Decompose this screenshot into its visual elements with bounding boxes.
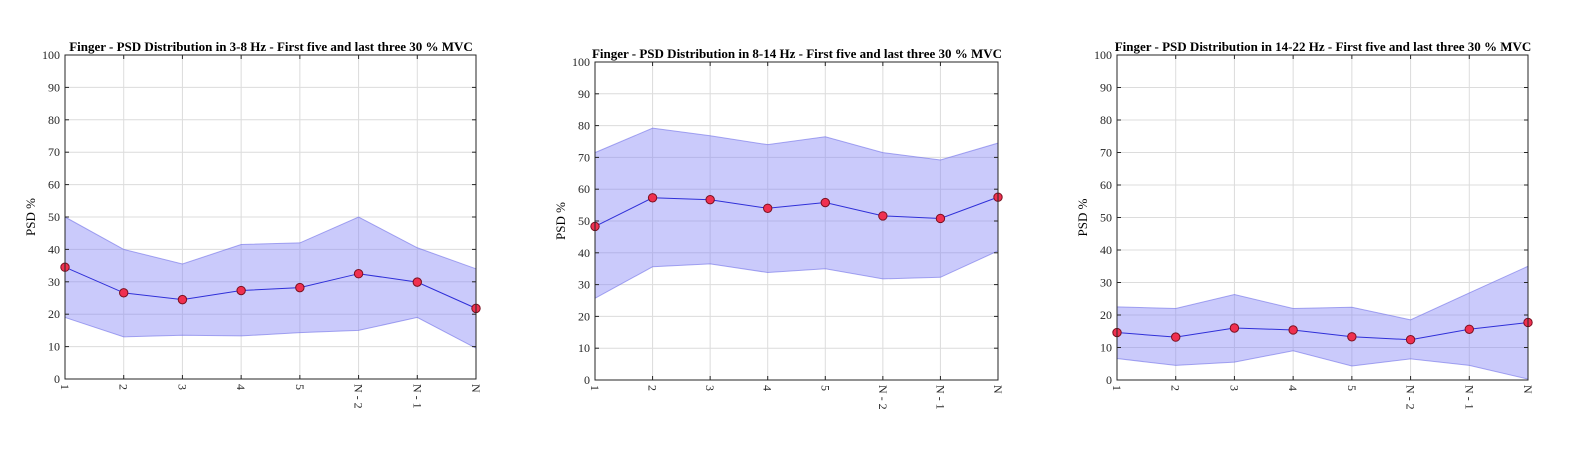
x-tick-label: 4 [234, 384, 248, 390]
y-tick-label: 0 [1106, 373, 1112, 387]
x-tick-label: N - 2 [352, 384, 366, 409]
y-tick-label: 70 [1100, 146, 1112, 160]
data-point [1464, 324, 1474, 334]
y-tick-label: 10 [1100, 341, 1112, 355]
y-axis-label: PSD % [553, 202, 568, 240]
x-tick-label: 5 [818, 385, 832, 391]
data-point [119, 288, 129, 298]
y-tick-label: 60 [1100, 178, 1112, 192]
y-tick-label: 100 [572, 55, 590, 69]
x-tick-label: 2 [646, 385, 660, 391]
y-tick-label: 100 [42, 48, 60, 62]
mean-line [594, 196, 999, 227]
y-tick-label: 90 [48, 80, 60, 94]
y-tick-label: 80 [1100, 113, 1112, 127]
x-tick-label: 2 [1169, 385, 1183, 391]
y-tick-label: 60 [48, 178, 60, 192]
x-tick-label: 2 [117, 384, 131, 390]
y-tick-label: 30 [1100, 276, 1112, 290]
y-tick-label: 10 [48, 340, 60, 354]
x-tick-label: N [991, 385, 1005, 394]
data-point [1347, 332, 1357, 342]
mean-line [1116, 321, 1529, 341]
x-tick-label: 5 [293, 384, 307, 390]
x-tick-label: 4 [1286, 385, 1300, 391]
y-tick-label: 70 [578, 150, 590, 164]
y-tick-label: 60 [578, 182, 590, 196]
y-axis-label: PSD % [23, 198, 38, 236]
y-tick-label: 0 [584, 373, 590, 387]
y-tick-label: 90 [578, 87, 590, 101]
x-tick-label: N - 1 [933, 385, 947, 410]
data-point [935, 213, 946, 224]
x-tick-label: 1 [58, 384, 72, 390]
x-tick-label: 3 [703, 385, 717, 391]
variability-band [594, 127, 999, 300]
y-tick-label: 30 [48, 275, 60, 289]
x-tick-label: 3 [1227, 385, 1241, 391]
data-point [236, 285, 246, 296]
data-point [820, 197, 830, 208]
y-tick-label: 40 [48, 242, 60, 256]
y-tick-label: 90 [1100, 81, 1112, 95]
x-tick-label: 4 [761, 385, 775, 391]
y-tick-label: 40 [1100, 243, 1112, 257]
y-tick-label: 80 [578, 119, 590, 133]
x-tick-label: 5 [1345, 385, 1359, 391]
y-tick-label: 20 [48, 307, 60, 321]
data-point [1288, 325, 1298, 335]
x-tick-label: N - 1 [1462, 385, 1476, 410]
data-point [412, 277, 422, 287]
data-point [878, 211, 888, 221]
y-tick-label: 100 [1094, 48, 1112, 62]
y-tick-label: 10 [578, 341, 590, 355]
x-tick-label: N - 1 [410, 384, 424, 409]
data-point [1405, 335, 1416, 345]
y-tick-label: 40 [578, 246, 590, 260]
chart-title: Finger - PSD Distribution in 14-22 Hz - … [1115, 39, 1532, 54]
x-tick-label: N [1521, 385, 1535, 394]
x-tick-label: N - 2 [876, 385, 890, 410]
y-tick-label: 20 [578, 309, 590, 323]
mean-line [64, 266, 477, 309]
y-axis-label: PSD % [1075, 198, 1090, 236]
y-tick-label: 70 [48, 145, 60, 159]
x-tick-label: 3 [175, 384, 189, 390]
chart-panel-3: 0 10 20 30 40 50 60 70 80 90 100 1 2 3 4 5 N - 2 N - 1 N Fi… [1075, 39, 1535, 410]
x-tick-label: 1 [588, 385, 602, 391]
chart-title: Finger - PSD Distribution in 3-8 Hz - Fi… [69, 39, 473, 54]
data-point [1171, 332, 1181, 342]
y-tick-label: 50 [1100, 211, 1112, 225]
x-tick-label: N - 2 [1404, 385, 1418, 410]
variability-band [1116, 265, 1529, 380]
chart-panel-2: 0 10 20 30 40 50 60 70 80 90 100 1 2 3 4 5 N - 2 N - 1 N Fi… [553, 46, 1005, 410]
y-tick-label: 80 [48, 113, 60, 127]
y-tick-label: 30 [578, 278, 590, 292]
y-tick-label: 50 [48, 210, 60, 224]
data-point [647, 193, 658, 203]
x-tick-label: N [469, 384, 483, 393]
y-tick-label: 20 [1100, 308, 1112, 322]
chart-panel-1: 0 10 20 30 40 50 60 70 80 90 100 1 2 3 4 5 N - 2 N - 1 N Fi… [23, 39, 483, 409]
data-point [295, 282, 305, 293]
data-point [353, 269, 364, 279]
data-point [705, 194, 715, 205]
y-tick-label: 0 [54, 372, 60, 386]
y-tick-label: 50 [578, 214, 590, 228]
chart-title: Finger - PSD Distribution in 8-14 Hz - F… [592, 46, 1002, 61]
x-tick-label: 1 [1110, 385, 1124, 391]
data-point [1229, 323, 1240, 333]
data-point [763, 203, 773, 213]
data-point [177, 294, 188, 305]
